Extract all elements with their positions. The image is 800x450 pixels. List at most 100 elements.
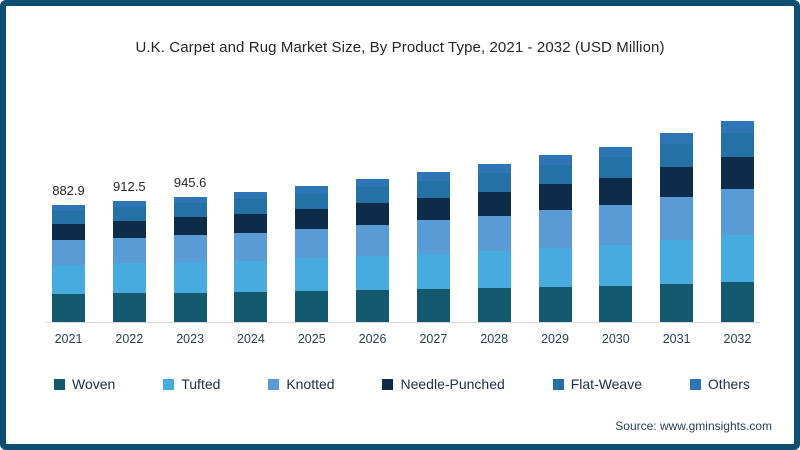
legend-item-flat-weave[interactable]: Flat-Weave	[552, 376, 642, 392]
bar-segment-flat-weave[interactable]	[538, 164, 572, 185]
stacked-bar-2032[interactable]	[720, 120, 754, 322]
bar-segment-needle-punched[interactable]	[356, 203, 390, 225]
bar-column-2021: 882.9	[52, 183, 85, 322]
stacked-bar-2021[interactable]	[52, 205, 85, 322]
bar-segment-needle-punched[interactable]	[477, 191, 511, 216]
source-caption: Source: www.gminsights.com	[615, 419, 772, 433]
bar-segment-knotted[interactable]	[52, 240, 85, 265]
bar-segment-needle-punched[interactable]	[599, 177, 633, 206]
woven-color-swatch-icon	[54, 378, 65, 390]
bar-segment-tufted[interactable]	[295, 258, 329, 292]
bar-segment-flat-weave[interactable]	[356, 186, 390, 204]
bar-segment-woven[interactable]	[720, 281, 754, 322]
bar-segment-knotted[interactable]	[599, 205, 633, 245]
bar-segment-others[interactable]	[356, 179, 390, 187]
bar-segment-woven[interactable]	[356, 290, 390, 322]
stacked-bar-2030[interactable]	[599, 147, 633, 322]
bar-segment-others[interactable]	[112, 201, 146, 208]
bar-segment-others[interactable]	[477, 164, 511, 174]
bar-segment-woven[interactable]	[295, 291, 329, 322]
bar-segment-needle-punched[interactable]	[234, 213, 268, 233]
bar-segment-woven[interactable]	[599, 285, 633, 322]
bar-segment-woven[interactable]	[52, 293, 85, 322]
bar-segment-tufted[interactable]	[477, 250, 511, 289]
bar-segment-flat-weave[interactable]	[112, 207, 146, 221]
stacked-bar-2026[interactable]	[356, 179, 390, 322]
bar-segment-needle-punched[interactable]	[173, 217, 207, 236]
bar-column-2028	[477, 164, 511, 322]
bar-segment-others[interactable]	[234, 192, 268, 200]
bar-segment-knotted[interactable]	[660, 196, 694, 240]
bar-segment-others[interactable]	[720, 120, 754, 133]
bar-segment-woven[interactable]	[416, 289, 450, 322]
legend-item-tufted[interactable]: Tufted	[163, 376, 220, 392]
bar-segment-flat-weave[interactable]	[416, 180, 450, 198]
bar-segment-knotted[interactable]	[356, 224, 390, 256]
bar-segment-woven[interactable]	[112, 293, 146, 322]
bar-segment-tufted[interactable]	[599, 244, 633, 286]
bar-segment-needle-punched[interactable]	[538, 184, 572, 211]
bar-segment-flat-weave[interactable]	[234, 199, 268, 214]
bar-segment-flat-weave[interactable]	[477, 173, 511, 192]
bar-segment-tufted[interactable]	[356, 255, 390, 291]
legend-label: Tufted	[181, 376, 221, 392]
bar-segment-knotted[interactable]	[295, 228, 329, 259]
legend-item-others[interactable]: Others	[689, 376, 750, 392]
bar-segment-needle-punched[interactable]	[416, 197, 450, 221]
bar-segment-needle-punched[interactable]	[112, 220, 146, 238]
legend-label: Woven	[72, 376, 116, 392]
bar-segment-knotted[interactable]	[173, 235, 207, 262]
bar-segment-needle-punched[interactable]	[660, 166, 694, 197]
bar-segment-woven[interactable]	[538, 286, 572, 322]
bar-segment-flat-weave[interactable]	[295, 193, 329, 209]
bar-segment-flat-weave[interactable]	[52, 210, 85, 224]
x-axis-label-2025: 2025	[297, 332, 326, 346]
bar-segment-flat-weave[interactable]	[599, 157, 633, 178]
legend-label: Knotted	[286, 376, 335, 392]
stacked-bar-2028[interactable]	[477, 164, 511, 322]
bar-segment-tufted[interactable]	[112, 263, 146, 294]
bar-segment-knotted[interactable]	[720, 189, 754, 236]
bar-segment-knotted[interactable]	[538, 210, 572, 248]
stacked-bar-2022[interactable]	[112, 201, 146, 322]
bar-column-2022: 912.5	[112, 179, 146, 322]
bar-segment-woven[interactable]	[234, 292, 268, 322]
bar-segment-needle-punched[interactable]	[720, 156, 754, 190]
bar-segment-knotted[interactable]	[477, 215, 511, 251]
bar-segment-needle-punched[interactable]	[52, 223, 85, 241]
bar-segment-tufted[interactable]	[660, 239, 694, 284]
legend-item-woven[interactable]: Woven	[54, 376, 115, 392]
x-axis-label-2024: 2024	[237, 332, 265, 346]
bar-segment-tufted[interactable]	[538, 247, 572, 287]
stacked-bar-2029[interactable]	[538, 155, 572, 322]
bar-segment-others[interactable]	[416, 172, 450, 181]
stacked-bar-2025[interactable]	[295, 186, 329, 322]
stacked-bar-2023[interactable]	[173, 196, 207, 322]
bar-segment-flat-weave[interactable]	[173, 203, 207, 218]
stacked-bar-2027[interactable]	[416, 172, 450, 322]
bar-segment-others[interactable]	[173, 196, 207, 204]
bar-segment-flat-weave[interactable]	[720, 132, 754, 157]
bar-segment-tufted[interactable]	[52, 264, 85, 294]
bar-segment-others[interactable]	[660, 133, 694, 145]
bar-segment-tufted[interactable]	[720, 235, 754, 282]
legend-item-knotted[interactable]: Knotted	[268, 376, 335, 392]
stacked-bar-2024[interactable]	[234, 192, 268, 322]
legend-item-needle-punched[interactable]: Needle-Punched	[382, 376, 505, 392]
bar-segment-woven[interactable]	[660, 283, 694, 322]
bar-segment-tufted[interactable]	[416, 253, 450, 290]
bar-segment-knotted[interactable]	[112, 237, 146, 264]
bar-segment-needle-punched[interactable]	[295, 208, 329, 229]
bar-segment-others[interactable]	[295, 186, 329, 194]
bar-segment-others[interactable]	[538, 155, 572, 165]
stacked-bar-2031[interactable]	[660, 133, 694, 322]
bar-segment-flat-weave[interactable]	[660, 144, 694, 167]
bar-segment-others[interactable]	[599, 147, 633, 158]
bar-segment-tufted[interactable]	[234, 260, 268, 293]
bar-segment-knotted[interactable]	[416, 220, 450, 254]
bar-segment-knotted[interactable]	[234, 232, 268, 261]
bar-segment-tufted[interactable]	[173, 261, 207, 293]
bar-segment-woven[interactable]	[173, 292, 207, 322]
bar-segment-others[interactable]	[52, 205, 85, 211]
bar-segment-woven[interactable]	[477, 288, 511, 322]
